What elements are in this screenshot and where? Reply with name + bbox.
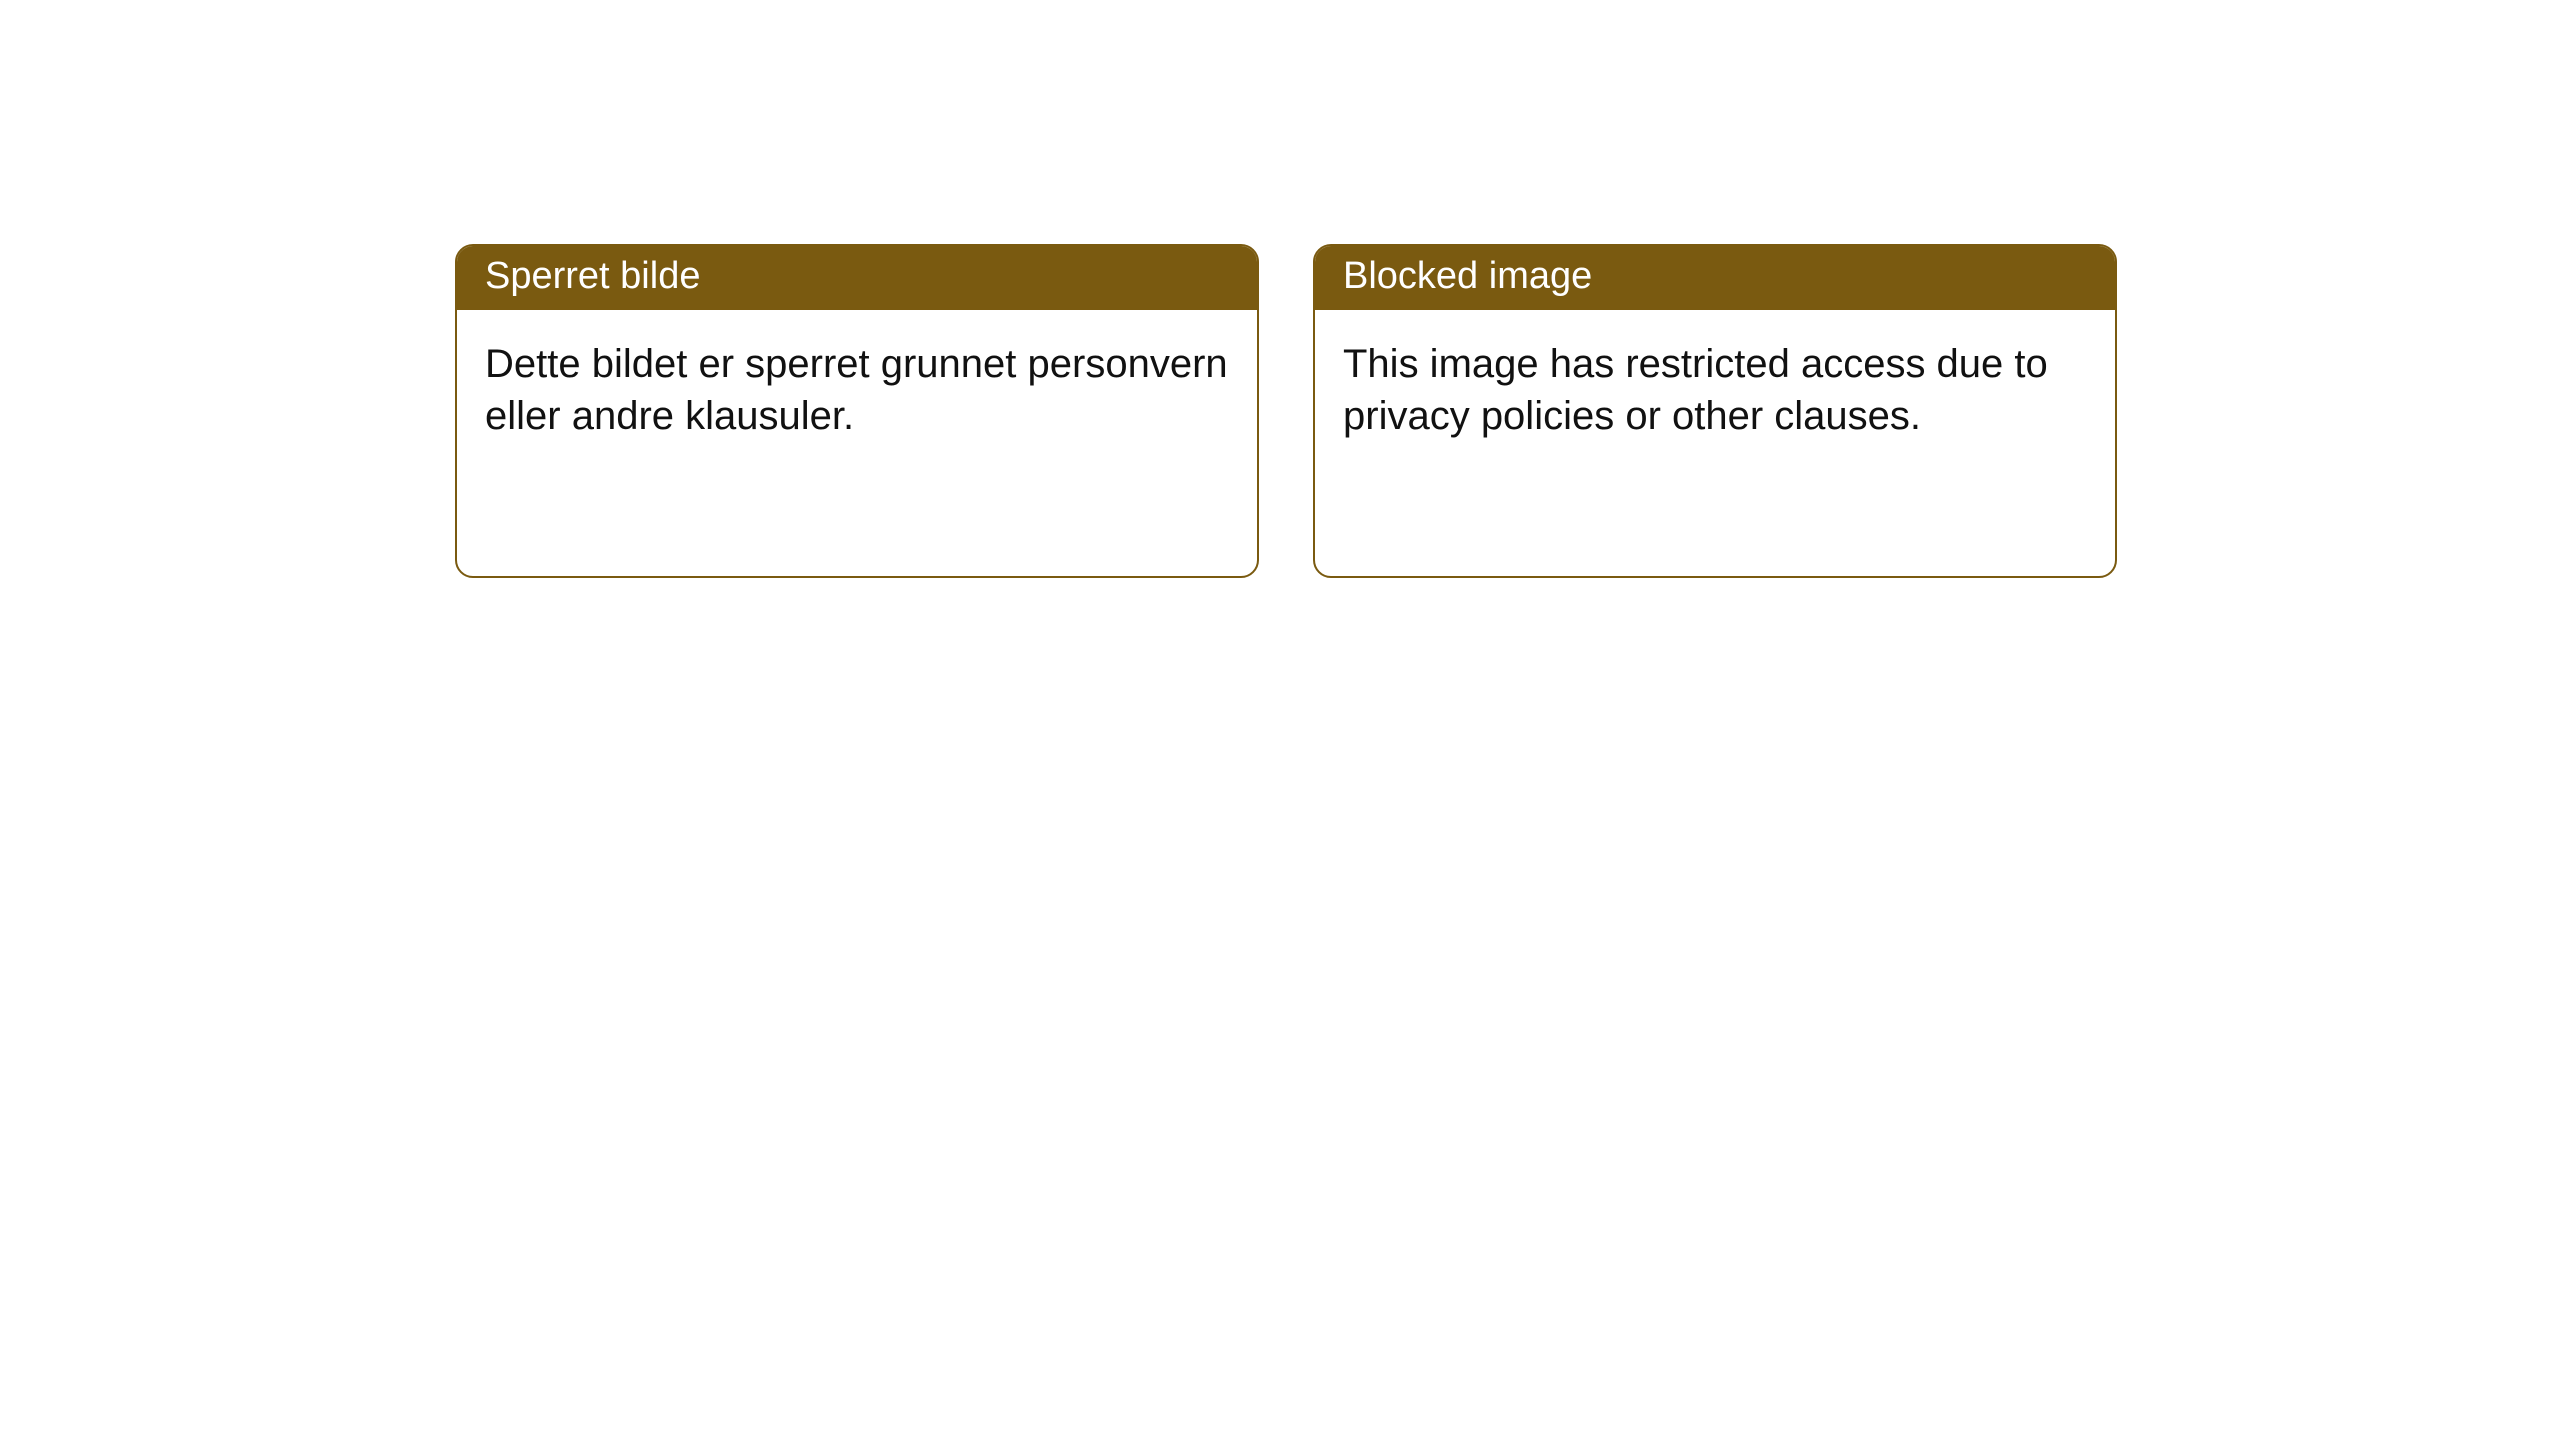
- notice-title-en: Blocked image: [1315, 246, 2115, 310]
- notice-body-en: This image has restricted access due to …: [1315, 310, 2115, 442]
- notice-card-en: Blocked image This image has restricted …: [1313, 244, 2117, 578]
- notice-title-no: Sperret bilde: [457, 246, 1257, 310]
- notice-card-no: Sperret bilde Dette bildet er sperret gr…: [455, 244, 1259, 578]
- notice-body-no: Dette bildet er sperret grunnet personve…: [457, 310, 1257, 442]
- notice-container: Sperret bilde Dette bildet er sperret gr…: [455, 244, 2117, 578]
